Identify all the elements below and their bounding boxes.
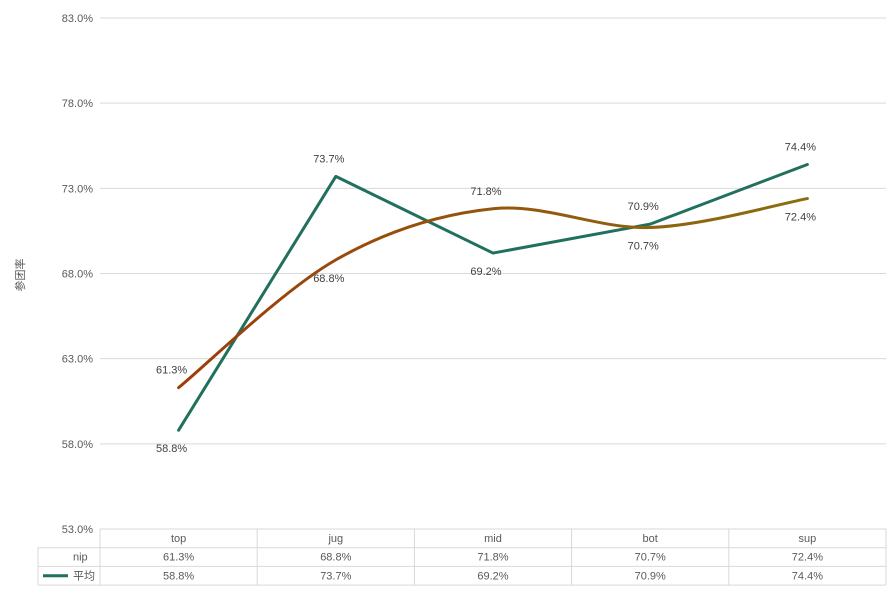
- data-label-avg: 74.4%: [785, 141, 816, 153]
- series-lines: [177, 162, 809, 432]
- table-cell: 68.8%: [320, 552, 351, 564]
- table-cell: 70.9%: [635, 570, 666, 582]
- x-category-label: mid: [484, 533, 502, 545]
- data-label-avg: 69.2%: [470, 266, 501, 278]
- legend-label: nip: [73, 552, 88, 564]
- data-label-nip: 72.4%: [785, 212, 816, 224]
- series-line-avg: [177, 162, 809, 432]
- y-axis-title: 参团率: [13, 259, 27, 292]
- y-tick-label: 63.0%: [62, 354, 93, 366]
- series-line-nip: [177, 197, 809, 390]
- data-label-avg: 70.9%: [628, 201, 659, 213]
- y-tick-label: 53.0%: [62, 524, 93, 536]
- x-category-label: top: [171, 533, 186, 545]
- table-cell: 70.7%: [635, 552, 666, 564]
- data-label-avg: 58.8%: [156, 443, 187, 455]
- table-cell: 72.4%: [792, 552, 823, 564]
- data-label-nip: 71.8%: [470, 186, 501, 198]
- y-axis-ticks: 83.0% 78.0% 73.0% 68.0% 63.0% 58.0% 53.0%: [62, 13, 93, 536]
- y-tick-label: 68.0%: [62, 269, 93, 281]
- data-label-avg: 73.7%: [313, 153, 344, 165]
- y-tick-label: 58.0%: [62, 439, 93, 451]
- table-cell: 69.2%: [477, 570, 508, 582]
- data-label-nip: 70.7%: [628, 241, 659, 253]
- table-cell: 73.7%: [320, 570, 351, 582]
- table-cell: 74.4%: [792, 570, 823, 582]
- data-label-nip: 61.3%: [156, 365, 187, 377]
- y-tick-label: 73.0%: [62, 183, 93, 195]
- table-cell: 61.3%: [163, 552, 194, 564]
- legend-label: 平均: [73, 569, 95, 582]
- y-tick-label: 78.0%: [62, 98, 93, 110]
- table-cell: 71.8%: [477, 552, 508, 564]
- x-category-label: bot: [643, 533, 658, 545]
- data-label-nip: 68.8%: [313, 273, 344, 285]
- data-table: top jug mid bot sup nip 61.3% 68.8% 71.8% 70.7% 72…: [37, 528, 887, 586]
- y-tick-label: 83.0%: [62, 13, 93, 25]
- x-category-label: sup: [799, 533, 817, 545]
- data-labels: 61.3% 68.8% 71.8% 70.7% 72.4% 58.8% 73.7% 69.2%…: [156, 141, 816, 455]
- table-cell: 58.8%: [163, 570, 194, 582]
- x-category-label: jug: [327, 533, 343, 545]
